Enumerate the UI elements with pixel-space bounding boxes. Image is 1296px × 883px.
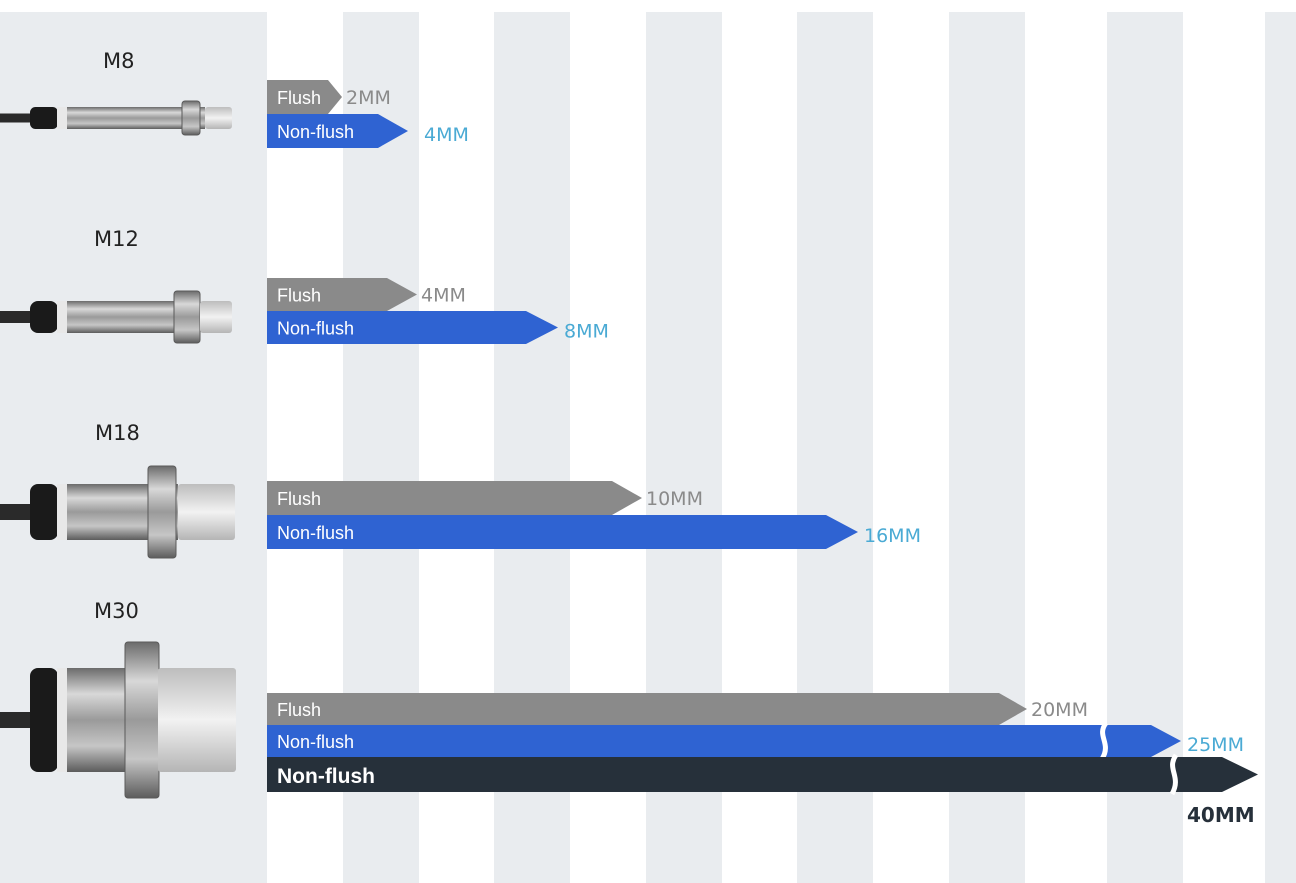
nut xyxy=(124,641,160,799)
bar-nonflush-m12 xyxy=(267,311,558,344)
bar-nonflush-m18-label: Non-flush xyxy=(277,523,354,543)
bar-nonflush-m8 xyxy=(267,114,408,148)
bar-flush-m12 xyxy=(267,278,417,311)
value-extended-m30: 40MM xyxy=(1187,803,1255,827)
sensor-m18-image xyxy=(0,465,235,559)
bar-nonflush-m30 xyxy=(267,725,1181,757)
value-flush-m18: 10MM xyxy=(646,488,703,510)
value-nonflush-m8: 4MM xyxy=(424,124,469,146)
sensor-m12-image xyxy=(0,290,232,344)
cable xyxy=(0,311,35,323)
nut xyxy=(173,290,201,344)
ring xyxy=(57,107,67,129)
sensing-face xyxy=(205,107,232,129)
ring xyxy=(57,668,67,772)
size-label-m30: M30 xyxy=(94,599,139,623)
cable xyxy=(0,113,35,123)
axis-break-extended-m30 xyxy=(1169,753,1179,796)
value-nonflush-m12: 8MM xyxy=(564,321,609,343)
cable xyxy=(0,712,35,728)
size-labels: M8 M12 M18 M30 xyxy=(94,49,140,623)
bar-flush-m30 xyxy=(267,693,1027,725)
sensor-images xyxy=(0,100,236,799)
bar-flush-m8-label: Flush xyxy=(277,88,321,108)
value-flush-m12: 4MM xyxy=(421,285,466,307)
ring xyxy=(57,301,67,333)
nut xyxy=(147,465,177,559)
bar-extended-m30-label: Non-flush xyxy=(277,765,375,788)
bars: Flush 2MM Non-flush 4MM Flush 4MM Non-flush 8MM… xyxy=(267,80,1258,827)
value-nonflush-m18: 16MM xyxy=(864,525,921,547)
cable xyxy=(0,504,35,520)
sensing-face xyxy=(178,484,235,540)
bar-flush-m12-label: Flush xyxy=(277,286,321,306)
value-flush-m30: 20MM xyxy=(1031,699,1088,721)
bar-nonflush-m12-label: Non-flush xyxy=(277,319,354,339)
bar-flush-m18 xyxy=(267,481,642,515)
bar-nonflush-m18 xyxy=(267,515,858,549)
size-label-m12: M12 xyxy=(94,227,139,251)
sensing-face xyxy=(158,668,236,772)
bar-nonflush-m30-label: Non-flush xyxy=(277,732,354,752)
ring xyxy=(57,484,67,540)
bar-nonflush-m8-label: Non-flush xyxy=(277,122,354,142)
rear-cap xyxy=(30,107,58,129)
size-label-m18: M18 xyxy=(95,421,140,445)
sensor-m30-image xyxy=(0,641,236,799)
bar-flush-m18-label: Flush xyxy=(277,489,321,509)
bar-flush-m30-label: Flush xyxy=(277,700,321,720)
size-label-m8: M8 xyxy=(103,49,134,73)
threaded-body xyxy=(67,107,205,129)
value-flush-m8: 2MM xyxy=(346,87,391,109)
axis-break-nonflush-m30 xyxy=(1099,721,1109,761)
value-nonflush-m30: 25MM xyxy=(1187,734,1244,756)
bar-flush-m8 xyxy=(267,80,342,114)
nut xyxy=(181,100,201,136)
sensor-m8-image xyxy=(0,100,232,136)
rear-cap xyxy=(30,301,58,333)
sensing-face xyxy=(200,301,232,333)
grid-stripe xyxy=(1265,12,1296,883)
rear-cap xyxy=(30,668,58,772)
bar-extended-m30 xyxy=(267,757,1258,792)
rear-cap xyxy=(30,484,58,540)
